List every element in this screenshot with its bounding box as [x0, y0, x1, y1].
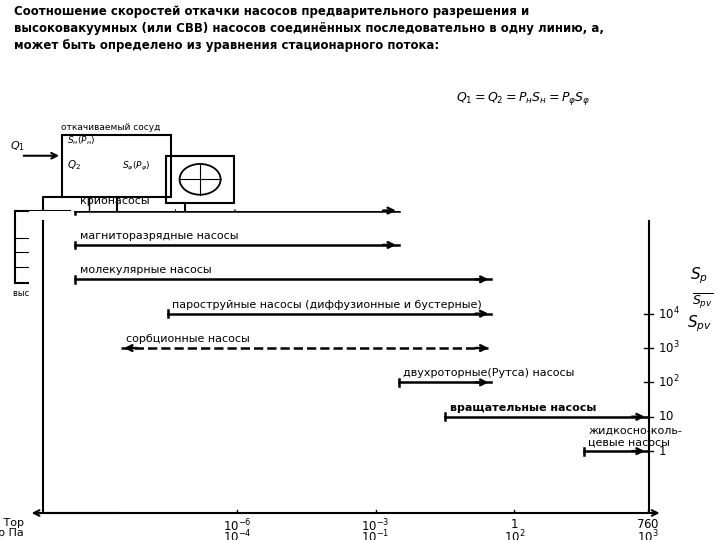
- Text: сорбционные насосы: сорбционные насосы: [126, 334, 250, 344]
- Bar: [15, 211, 70, 283]
- Text: $S_p$: $S_p$: [690, 266, 708, 286]
- Text: форвакуумный: форвакуумный: [171, 209, 238, 218]
- Text: крионасосы: крионасосы: [80, 197, 149, 206]
- Text: откачиваемый сосуд: откачиваемый сосуд: [61, 123, 161, 132]
- Bar: [166, 156, 234, 203]
- Text: $S_н(P_н)$: $S_н(P_н)$: [68, 134, 96, 147]
- Text: $10^{-4}$: $10^{-4}$: [222, 529, 251, 540]
- Text: $10^{2}$: $10^{2}$: [504, 529, 525, 540]
- Text: $10^3$: $10^3$: [658, 340, 680, 356]
- Text: магниторазрядные насосы: магниторазрядные насосы: [80, 231, 238, 241]
- Text: $10^4$: $10^4$: [658, 306, 680, 322]
- Text: $10$: $10$: [658, 410, 674, 423]
- Text: $10^{3}$: $10^{3}$: [636, 529, 658, 540]
- Text: ρ Тор: ρ Тор: [0, 518, 24, 528]
- Text: $Q_1=Q_2=P_н S_н=P_φ S_φ$: $Q_1=Q_2=P_н S_н=P_φ S_φ$: [456, 90, 590, 107]
- Text: вращательные насосы: вращательные насосы: [450, 403, 596, 413]
- Bar: [62, 135, 171, 197]
- Text: $Q_1$: $Q_1$: [10, 139, 25, 153]
- Text: $\overline{S_{pv}}$: $\overline{S_{pv}}$: [693, 292, 714, 312]
- Text: $10^{-6}$: $10^{-6}$: [222, 518, 251, 535]
- Text: высоковакуумный насос: высоковакуумный насос: [13, 289, 121, 298]
- Text: жидкосно-коль-
цевые насосы: жидкосно-коль- цевые насосы: [588, 426, 683, 447]
- Text: $1$: $1$: [510, 518, 518, 531]
- Text: двухроторные(Рутса) насосы: двухроторные(Рутса) насосы: [403, 368, 575, 379]
- Text: насос: насос: [171, 219, 197, 228]
- Text: $10^2$: $10^2$: [658, 374, 679, 391]
- Text: $S_φ (P_φ)$: $S_φ (P_φ)$: [122, 159, 150, 173]
- Text: $10^{-1}$: $10^{-1}$: [361, 529, 390, 540]
- Text: Соотношение скоростей откачки насосов предварительного разрешения и
высоковакуум: Соотношение скоростей откачки насосов пр…: [14, 5, 604, 52]
- Text: $10^{-3}$: $10^{-3}$: [361, 518, 390, 535]
- Text: $1$: $1$: [658, 444, 666, 457]
- Text: молекулярные насосы: молекулярные насосы: [80, 265, 211, 275]
- Text: ρ Па: ρ Па: [0, 529, 24, 538]
- Text: $Q_2$: $Q_2$: [68, 158, 81, 172]
- Text: $760$: $760$: [636, 518, 660, 531]
- Text: $S_{pv}$: $S_{pv}$: [687, 314, 712, 334]
- Text: пароструйные насосы (диффузионные и бустерные): пароструйные насосы (диффузионные и буст…: [172, 300, 482, 309]
